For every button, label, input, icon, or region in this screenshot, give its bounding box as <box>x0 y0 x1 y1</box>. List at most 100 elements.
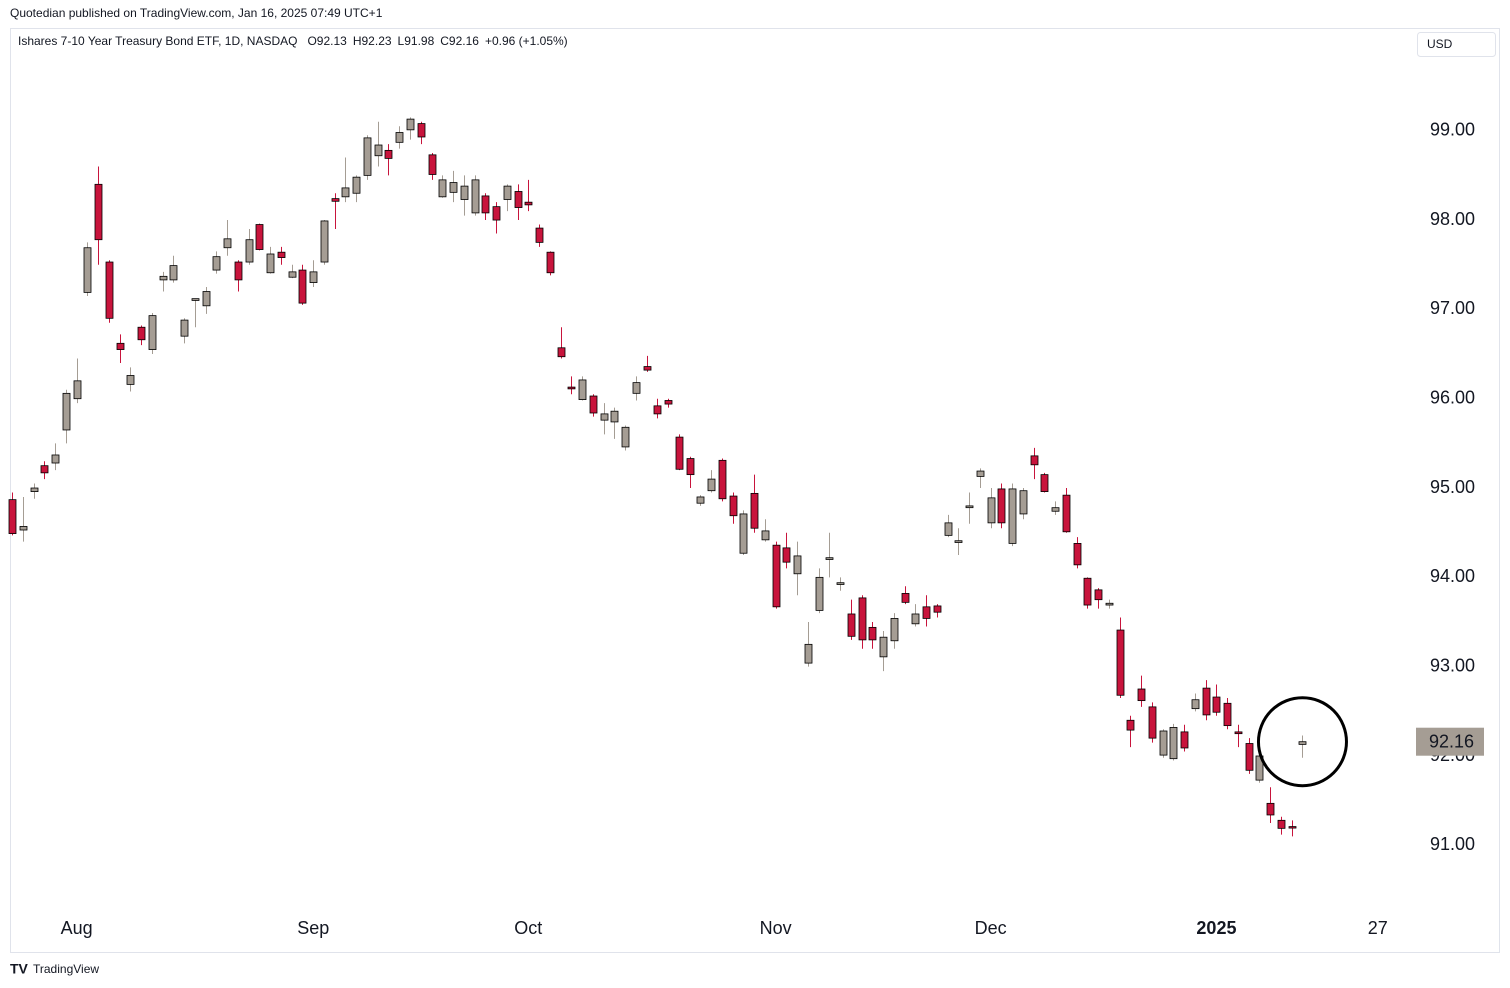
candle-body <box>126 375 135 385</box>
candle-body <box>374 144 383 157</box>
x-tick-label: Dec <box>975 918 1007 938</box>
candle-body <box>481 195 490 214</box>
candle-body <box>320 220 329 263</box>
candle-body <box>223 238 232 249</box>
candle-body <box>212 256 221 271</box>
candle-body <box>1030 455 1039 466</box>
currency-box[interactable] <box>1417 32 1496 57</box>
candle-body <box>255 224 264 250</box>
candle-body <box>40 465 49 474</box>
y-tick-label: 95.00 <box>1430 477 1475 497</box>
candle-body <box>51 454 60 464</box>
candle-body <box>1159 730 1168 756</box>
ohlc-label: O92.13 <box>307 34 347 48</box>
candle-body <box>331 198 340 202</box>
candle-body <box>1094 589 1103 601</box>
candle-body <box>890 618 899 642</box>
candle-body <box>438 179 447 198</box>
candle-body <box>535 227 544 243</box>
logo-mark: TV <box>10 961 29 977</box>
candle-body <box>180 319 189 337</box>
candle-body <box>266 253 275 274</box>
x-tick-label: Aug <box>61 918 93 938</box>
candle-body <box>621 426 630 448</box>
candle-body <box>298 269 307 304</box>
candle-body <box>632 382 641 394</box>
candle-body <box>729 495 738 517</box>
candle-body <box>976 470 985 477</box>
candle-body <box>1245 743 1254 771</box>
candle-body <box>772 544 781 608</box>
candle-body <box>1073 543 1082 566</box>
ohlc-label: C92.16 <box>440 34 479 48</box>
candle-body <box>1298 741 1307 745</box>
last-price-tag <box>1416 727 1484 756</box>
candle-body <box>384 149 393 159</box>
candle-body <box>965 505 974 509</box>
candle-body <box>546 251 555 274</box>
candle-body <box>1148 706 1157 739</box>
candle-body <box>159 275 168 281</box>
candle-body <box>653 405 662 415</box>
candle-body <box>428 154 437 175</box>
currency[interactable]: USD <box>1427 37 1453 51</box>
x-tick-label: Oct <box>514 918 542 938</box>
candle-body <box>557 347 566 358</box>
ohlc-label: H92.23 <box>353 34 392 48</box>
candle-body <box>19 526 28 531</box>
candle-body <box>363 137 372 176</box>
candle-body <box>782 547 791 563</box>
candle-body <box>1191 699 1200 710</box>
candle-body <box>406 118 415 131</box>
candle-body <box>62 392 71 431</box>
candle-body <box>761 530 770 541</box>
candle-body <box>1137 688 1146 702</box>
candle-body <box>675 436 684 470</box>
candle-body <box>793 555 802 575</box>
candle-body <box>847 613 856 637</box>
y-tick-label: 97.00 <box>1430 298 1475 318</box>
candle-body <box>1040 474 1049 492</box>
candle-body <box>922 606 931 619</box>
candle-body <box>911 613 920 625</box>
candle-body <box>1234 731 1243 735</box>
candle-body <box>116 342 125 350</box>
candle-body <box>868 626 877 641</box>
candle-body <box>696 496 705 504</box>
candle-body <box>643 366 652 371</box>
candle-body <box>352 176 361 194</box>
y-tick-label: 94.00 <box>1430 566 1475 586</box>
footer: TradingView <box>33 962 99 976</box>
candle-body <box>718 459 727 500</box>
candle-body <box>30 487 39 492</box>
ohlc-label: L91.98 <box>398 34 435 48</box>
candle-body <box>707 478 716 492</box>
candle-body <box>739 513 748 554</box>
candle-body <box>664 400 673 405</box>
candle-body <box>460 185 469 200</box>
candle-body <box>600 413 609 421</box>
published-note: Quotedian published on TradingView.com, … <box>10 6 383 20</box>
candle-body <box>8 499 17 534</box>
y-tick-label: 93.00 <box>1430 655 1475 675</box>
candle-body <box>567 386 576 390</box>
candle-body <box>503 185 512 200</box>
candle-body <box>492 206 501 221</box>
last-price-label: 92.16 <box>1429 731 1474 751</box>
candle-body <box>879 636 888 658</box>
candle-body <box>836 582 845 585</box>
chart-frame <box>10 28 1500 953</box>
candle-body <box>804 643 813 664</box>
candle-body <box>202 291 211 307</box>
candle-body <box>954 540 963 543</box>
candle-body <box>1008 488 1017 544</box>
candle-body <box>825 557 834 560</box>
candle-body <box>1169 727 1178 760</box>
candle-body <box>610 410 619 423</box>
candle-body <box>1212 696 1221 713</box>
candle-body <box>1051 507 1060 512</box>
candle-body <box>341 187 350 198</box>
chart-title: Ishares 7-10 Year Treasury Bond ETF, 1D,… <box>18 34 297 48</box>
candle-body <box>277 251 286 258</box>
candle-body <box>589 395 598 414</box>
